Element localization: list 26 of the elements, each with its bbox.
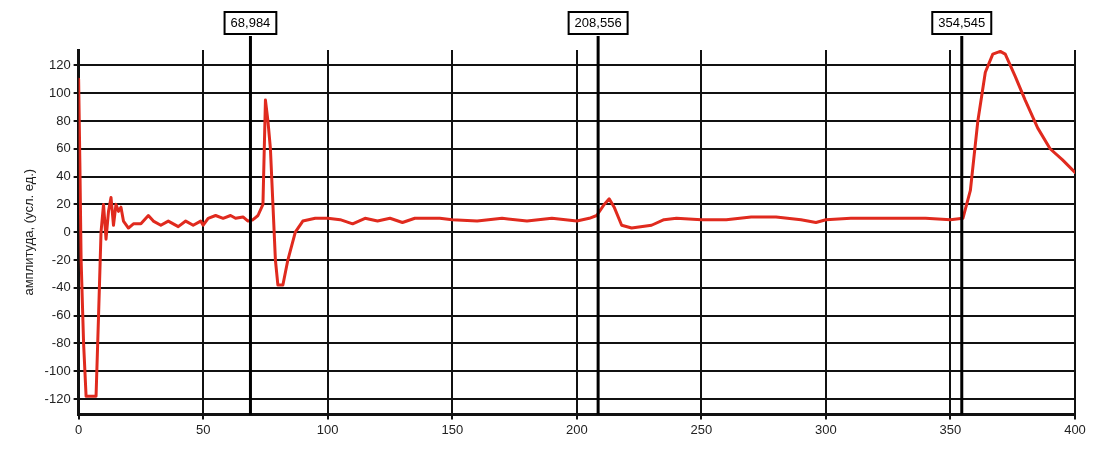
y-tick-label: -40: [51, 279, 71, 295]
y-tick-label: 0: [63, 223, 71, 239]
x-tick-label: 350: [939, 421, 962, 437]
y-tick-label: 80: [56, 112, 71, 128]
y-tick-label: 60: [56, 140, 71, 156]
y-axis-title: амплитуда, (усл. ед.): [21, 168, 37, 296]
y-tick-label: -100: [44, 362, 71, 378]
ref-line-label: 208,556: [574, 14, 622, 30]
x-tick-label: 300: [815, 421, 837, 437]
x-tick-label: 50: [195, 421, 211, 437]
y-tick-label: 40: [56, 168, 71, 184]
y-tick-label: -20: [51, 251, 71, 267]
ref-line-label: 68,984: [230, 14, 271, 30]
y-tick-label: 20: [56, 195, 71, 211]
y-tick-label: 100: [48, 84, 71, 100]
x-tick-label: 0: [75, 421, 83, 437]
x-tick-label: 250: [690, 421, 713, 437]
y-tick-label: -60: [51, 307, 71, 323]
y-tick-label: -80: [51, 335, 71, 351]
x-tick-label: 100: [316, 421, 339, 437]
x-tick-label: 150: [441, 421, 464, 437]
x-tick-label: 200: [565, 421, 588, 437]
y-tick-label: 120: [48, 56, 71, 72]
x-tick-label: 400: [1064, 421, 1086, 437]
ref-line-label: 354,545: [938, 14, 986, 30]
y-tick-label: -120: [44, 390, 71, 406]
